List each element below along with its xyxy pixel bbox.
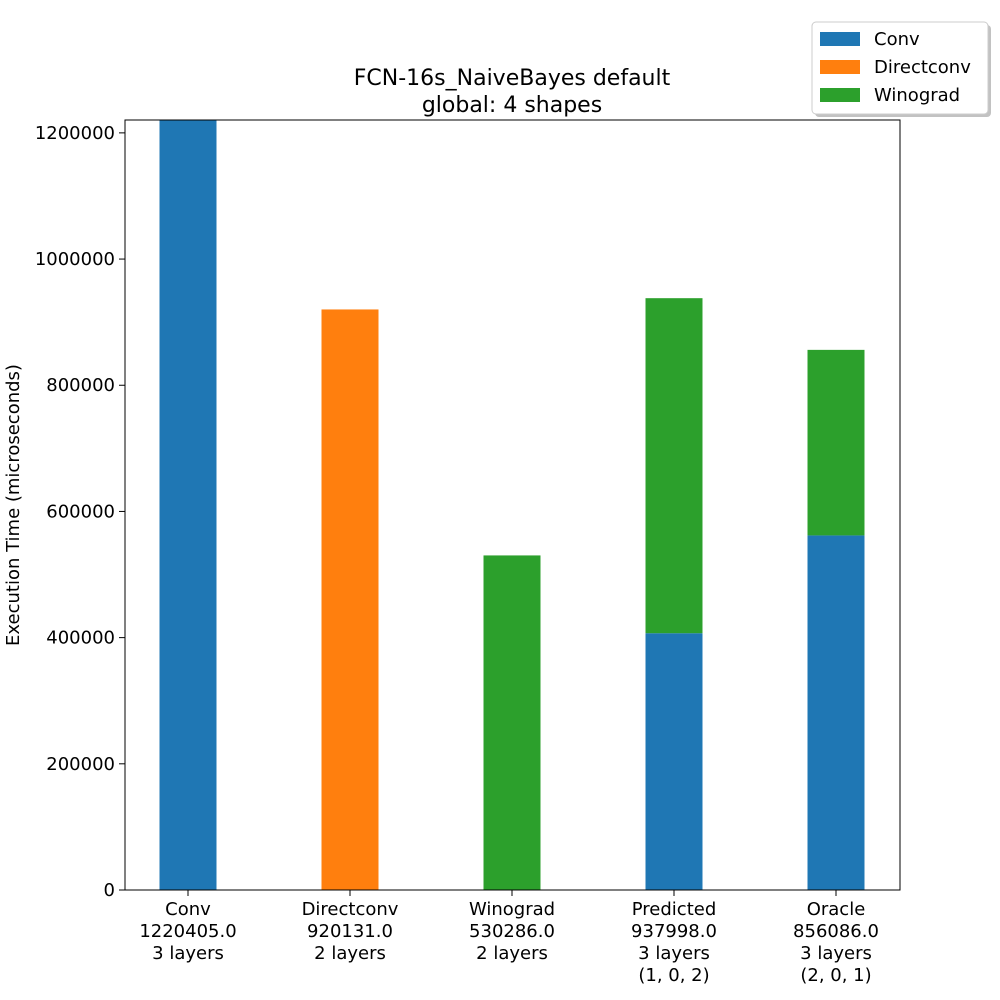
bar-conv-4 <box>807 535 865 890</box>
x-tick-label: Conv <box>165 899 211 920</box>
legend-swatch-conv <box>820 32 860 46</box>
x-tick-label: 530286.0 <box>469 921 555 942</box>
legend: Conv Directconv Winograd <box>811 21 991 117</box>
bar-conv-0 <box>159 120 217 890</box>
x-tick-label: (2, 0, 1) <box>800 965 871 986</box>
y-axis: 0 200000 400000 600000 800000 1000000 1200000 <box>35 123 125 901</box>
bars-group <box>159 120 865 890</box>
x-tick-label: 3 layers <box>638 943 710 964</box>
bar-directconv-1 <box>321 309 379 890</box>
bar-winograd-4 <box>807 349 865 536</box>
plot-frame <box>124 119 901 891</box>
y-tick-label: 800000 <box>46 375 115 396</box>
chart-subtitle: global: 4 shapes <box>422 93 602 118</box>
x-tick-label: 1220405.0 <box>139 921 236 942</box>
x-tick-label: 3 layers <box>800 943 872 964</box>
x-tick-label: 920131.0 <box>307 921 393 942</box>
y-tick-label: 400000 <box>46 628 115 649</box>
legend-label-winograd: Winograd <box>874 85 960 106</box>
y-axis-label: Execution Time (microseconds) <box>3 364 24 646</box>
x-tick-label: (1, 0, 2) <box>638 965 709 986</box>
legend-label-conv: Conv <box>874 29 920 50</box>
y-tick-label: 0 <box>104 880 115 901</box>
y-tick-label: 200000 <box>46 754 115 775</box>
x-tick-label: 2 layers <box>476 943 548 964</box>
legend-swatch-winograd <box>820 88 860 102</box>
bar-conv-3 <box>645 633 703 890</box>
bar-winograd-2 <box>483 555 541 890</box>
y-tick-label: 1000000 <box>35 249 115 270</box>
legend-swatch-directconv <box>820 60 860 74</box>
x-tick-label: Directconv <box>302 899 399 920</box>
x-tick-label: Predicted <box>632 899 717 920</box>
y-tick-label: 1200000 <box>35 123 115 144</box>
x-tick-label: Winograd <box>469 899 555 920</box>
y-tick-label: 600000 <box>46 501 115 522</box>
legend-label-directconv: Directconv <box>874 57 971 78</box>
x-tick-label: Oracle <box>807 899 866 920</box>
x-tick-label: 937998.0 <box>631 921 717 942</box>
x-tick-label: 3 layers <box>152 943 224 964</box>
bar-winograd-3 <box>645 298 703 634</box>
chart-title: FCN-16s_NaiveBayes default <box>354 66 671 91</box>
x-tick-label: 856086.0 <box>793 921 879 942</box>
x-tick-label: 2 layers <box>314 943 386 964</box>
